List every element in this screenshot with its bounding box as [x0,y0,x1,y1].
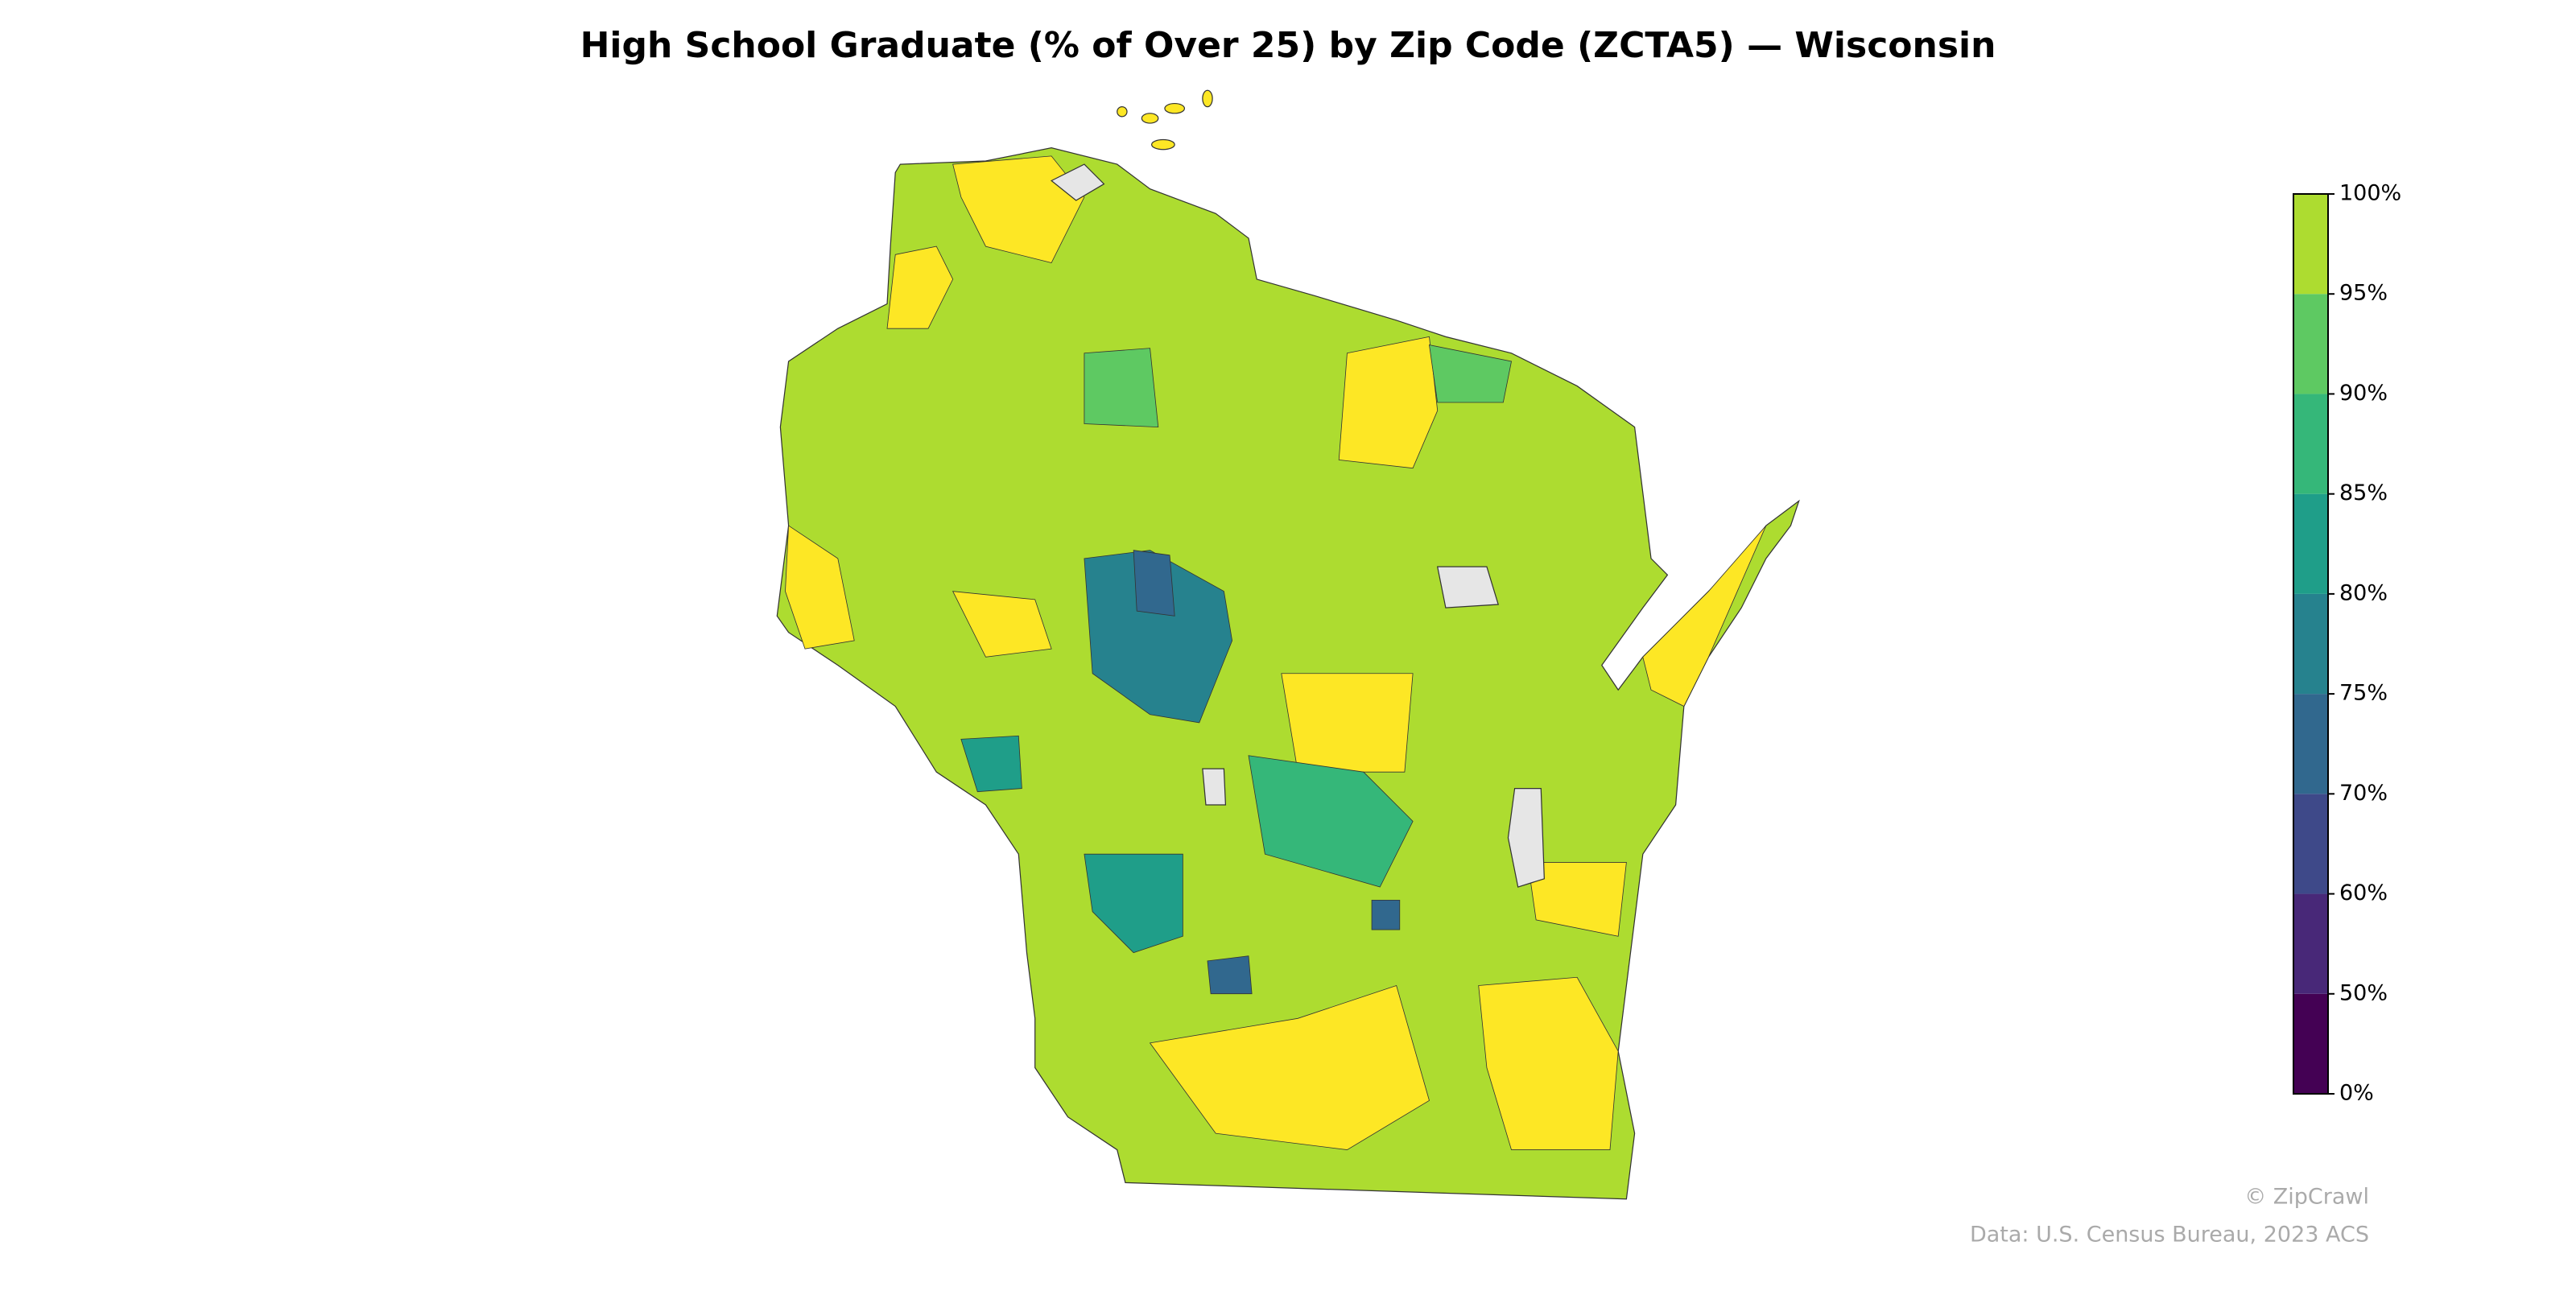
no-data-area [1202,768,1227,806]
colorbar-bin [2293,893,2328,994]
colorbar-bin [2293,194,2328,295]
island [1164,102,1186,114]
colorbar-bin [2293,493,2328,594]
colorbar-bin [2293,294,2328,394]
island [1141,113,1159,124]
colorbar-bin [2293,794,2328,894]
no-data-area [1436,566,1500,608]
map-title: High School Graduate (% of Over 25) by Z… [580,25,1996,66]
colorbar-tick-label: 50% [2339,980,2388,1005]
credit: © ZipCrawl [2244,1185,2369,1210]
colorbar-tick-label: 85% [2339,481,2388,505]
colorbar-tick-label: 0% [2339,1081,2374,1106]
colorbar-tick-label: 60% [2339,881,2388,905]
source: Data: U.S. Census Bureau, 2023 ACS [1970,1223,2369,1248]
colorbar-tick-label: 80% [2339,580,2388,605]
no-data-area [1507,787,1545,888]
region-patches [785,155,1767,1150]
island [1202,89,1213,108]
colorbar-tick-label: 90% [2339,381,2388,406]
colorbar-tick-label: 95% [2339,281,2388,306]
colorbar-tick-label: 100% [2339,181,2401,206]
colorbar-bin [2293,394,2328,494]
no-data-area [1050,163,1105,201]
colorbar-bin [2293,593,2328,695]
colorbar-bin [2293,993,2328,1094]
island [1150,138,1175,151]
colorbar: 0% 50% 60% 70% 75% 80% 85% 90% 95% 100% [2293,181,2401,1106]
island [1117,106,1128,118]
state-map [776,89,1800,1200]
colorbar-bin [2293,694,2328,794]
colorbar-tick-label: 75% [2339,681,2388,706]
colorbar-frame [2293,193,2329,1095]
colorbar-tick-label: 70% [2339,781,2388,806]
